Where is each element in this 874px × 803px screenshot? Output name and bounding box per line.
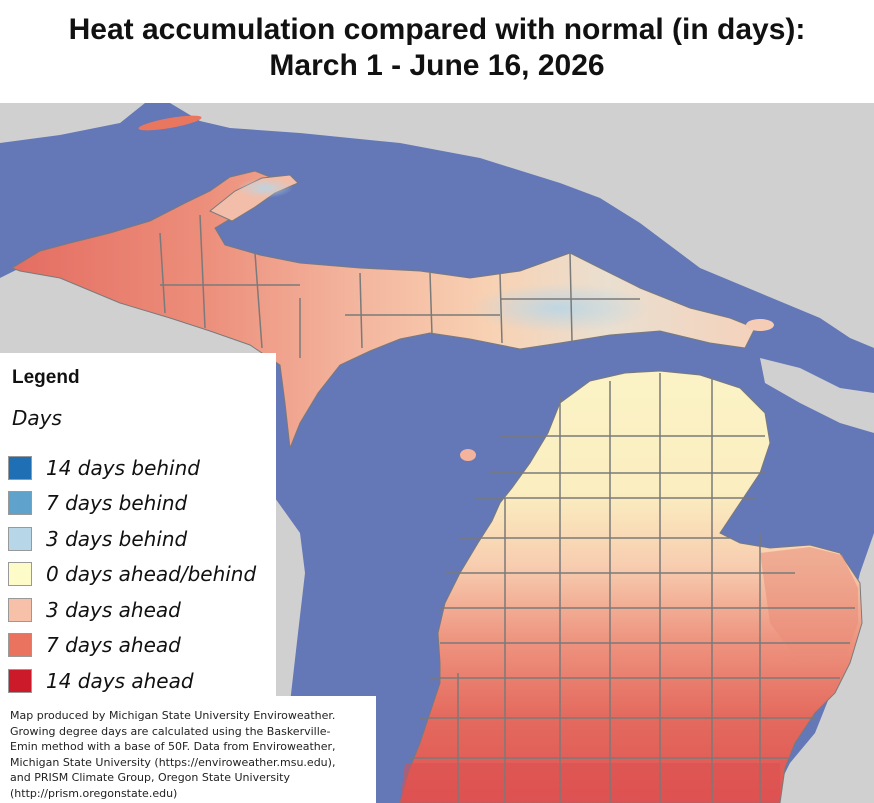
legend-label: 3 days ahead (46, 598, 181, 622)
legend-label: 7 days ahead (46, 633, 181, 657)
ontario-land-north (170, 103, 874, 348)
title-line-2: March 1 - June 16, 2026 (269, 49, 605, 82)
ontario-southeast (770, 533, 874, 803)
isle-royale (138, 115, 202, 131)
legend-item: 14 days behind (8, 456, 200, 480)
beaver-island (460, 449, 476, 461)
lower-peninsula (399, 370, 863, 803)
title-line-1: Heat accumulation compared with normal (… (68, 13, 806, 46)
legend-label: 14 days behind (46, 456, 200, 480)
legend-swatch (8, 669, 32, 693)
legend-item: 3 days behind (8, 527, 187, 551)
legend-swatch (8, 527, 32, 551)
thumb-region (760, 547, 858, 663)
legend-label: 0 days ahead/behind (46, 562, 257, 586)
keweenaw-cool-area (237, 178, 293, 198)
legend-swatch (8, 598, 32, 622)
legend-swatch (8, 562, 32, 586)
ontario-east (760, 358, 874, 433)
county-boundaries (410, 373, 855, 803)
eastern-up-cool-area (470, 283, 650, 333)
legend-item: 7 days behind (8, 491, 187, 515)
southern-warm-band (400, 763, 780, 803)
ontario-land (0, 103, 145, 143)
legend-label: 14 days ahead (46, 669, 194, 693)
up-county-boundaries (159, 214, 640, 358)
legend-units: Days (12, 406, 62, 430)
legend-item: 3 days ahead (8, 598, 181, 622)
legend-item: 7 days ahead (8, 633, 181, 657)
legend-item: 14 days ahead (8, 669, 194, 693)
legend-swatch (8, 633, 32, 657)
legend-item: 0 days ahead/behind (8, 562, 256, 586)
upper-peninsula (10, 170, 756, 449)
legend-label: 3 days behind (46, 527, 188, 551)
legend: Legend Days 14 days behind 7 days behind… (0, 353, 276, 696)
legend-swatch (8, 491, 32, 515)
legend-label: 7 days behind (46, 491, 188, 515)
legend-swatch (8, 456, 32, 480)
credit-text: Map produced by Michigan State Universit… (10, 709, 336, 800)
map-title: Heat accumulation compared with normal (… (0, 0, 874, 103)
credit-box: Map produced by Michigan State Universit… (0, 696, 376, 803)
drummond-island (746, 319, 774, 331)
legend-title: Legend (12, 367, 80, 388)
